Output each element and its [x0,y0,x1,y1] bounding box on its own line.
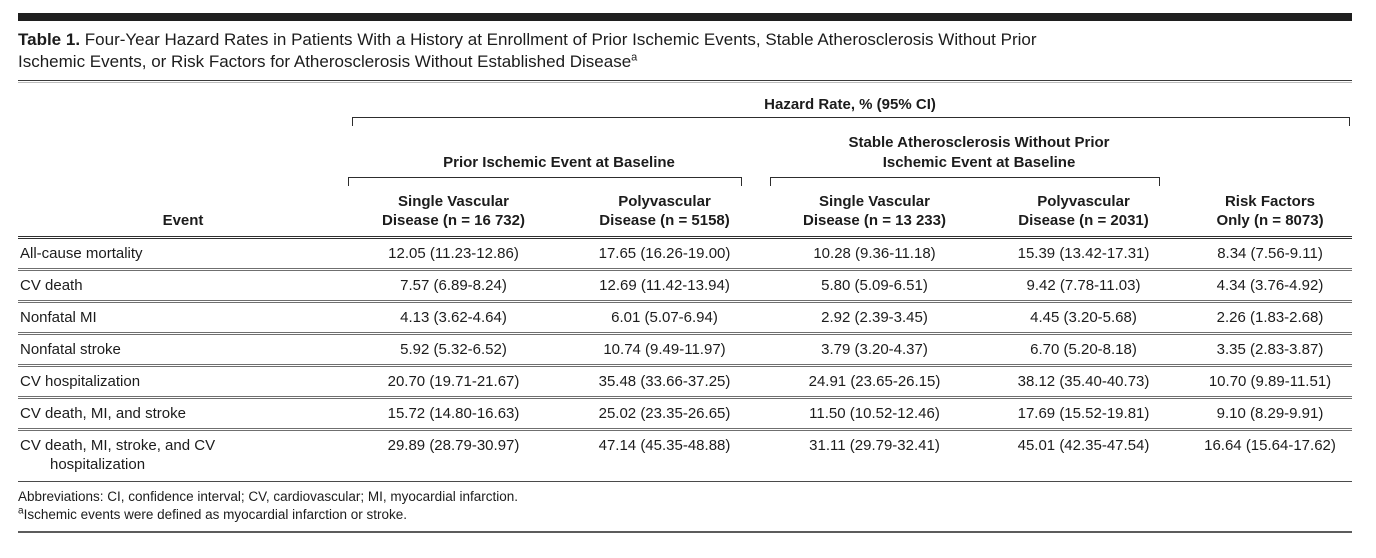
value-cell: 2.92 (2.39-3.45) [770,301,979,335]
value-cell: 29.89 (28.79-30.97) [348,429,559,482]
value-cell: 15.72 (14.80-16.63) [348,397,559,431]
hazard-rate-bracket-row [18,117,1352,128]
value-cell: 12.05 (11.23-12.86) [348,237,559,271]
table-title-superscript: a [631,51,638,64]
table-row: All-cause mortality 12.05 (11.23-12.86) … [18,237,1352,271]
hazard-rates-table: Hazard Rate, % (95% CI) Prior Ischemic E… [18,87,1352,482]
table-top-bar [18,13,1352,21]
value-cell: 3.35 (2.83-3.87) [1188,333,1352,367]
value-cell: 38.12 (35.40-40.73) [979,365,1188,399]
event-cell: All-cause mortality [18,237,348,271]
event-cell: CV death, MI, and stroke [18,397,348,431]
table-row: CV death, MI, stroke, and CV hospitaliza… [18,429,1352,482]
value-cell: 10.74 (9.49-11.97) [559,333,770,367]
column-header-polyvascular-stable: Polyvascular Disease (n = 2031) [979,188,1188,239]
value-cell: 12.69 (11.42-13.94) [559,269,770,303]
event-cell: CV death, MI, stroke, and CV hospitaliza… [18,429,348,482]
bracket-cell [770,177,1188,188]
hazard-rate-span-bracket [352,117,1350,126]
value-cell: 16.64 (15.64-17.62) [1188,429,1352,482]
table-header: Hazard Rate, % (95% CI) Prior Ischemic E… [18,87,1352,239]
empty-cell [18,128,348,177]
group-bracket-row [18,177,1352,188]
table-body: All-cause mortality 12.05 (11.23-12.86) … [18,237,1352,482]
value-cell: 3.79 (3.20-4.37) [770,333,979,367]
value-cell: 20.70 (19.71-21.67) [348,365,559,399]
table-title-text: Four-Year Hazard Rates in Patients With … [18,30,1037,71]
bottom-rule [18,531,1352,533]
value-cell: 4.13 (3.62-4.64) [348,301,559,335]
stable-atherosclerosis-span-bracket [770,177,1160,186]
column-header-event: Event [18,188,348,239]
footnote-a: aIschemic events were defined as myocard… [18,506,1352,524]
footnote-a-marker: a [18,505,24,517]
value-cell: 6.70 (5.20-8.18) [979,333,1188,367]
empty-cell [1188,128,1352,177]
value-cell: 9.10 (8.29-9.91) [1188,397,1352,431]
column-header-row: Event Single Vascular Disease (n = 16 73… [18,188,1352,239]
value-cell: 8.34 (7.56-9.11) [1188,237,1352,271]
value-cell: 4.34 (3.76-4.92) [1188,269,1352,303]
abbreviations-footnote: Abbreviations: CI, confidence interval; … [18,489,518,504]
event-cell: CV death [18,269,348,303]
footnotes: Abbreviations: CI, confidence interval; … [18,488,1352,524]
table-row: Nonfatal MI 4.13 (3.62-4.64) 6.01 (5.07-… [18,301,1352,335]
empty-cell [18,177,348,188]
value-cell: 45.01 (42.35-47.54) [979,429,1188,482]
group-header-stable-atherosclerosis: Stable Atherosclerosis Without Prior Isc… [848,134,1110,171]
event-cell: Nonfatal MI [18,301,348,335]
empty-cell [18,117,348,128]
group-header-prior-ischemic: Prior Ischemic Event at Baseline [443,154,675,171]
footnote-a-text: Ischemic events were defined as myocardi… [23,507,407,522]
value-cell: 9.42 (7.78-11.03) [979,269,1188,303]
column-header-single-vascular-prior: Single Vascular Disease (n = 16 732) [348,188,559,239]
table-number-label: Table 1. [18,30,81,49]
value-cell: 4.45 (3.20-5.68) [979,301,1188,335]
table-title: Table 1. Four-Year Hazard Rates in Patie… [18,29,1352,73]
value-cell: 25.02 (23.35-26.65) [559,397,770,431]
empty-cell [1188,177,1352,188]
bracket-cell [348,177,770,188]
value-cell: 5.80 (5.09-6.51) [770,269,979,303]
empty-cell [18,87,348,117]
table-row: CV death, MI, and stroke 15.72 (14.80-16… [18,397,1352,431]
column-header-single-vascular-stable: Single Vascular Disease (n = 13 233) [770,188,979,239]
prior-ischemic-span-bracket [348,177,742,186]
column-header-polyvascular-prior: Polyvascular Disease (n = 5158) [559,188,770,239]
table-row: CV death 7.57 (6.89-8.24) 12.69 (11.42-1… [18,269,1352,303]
value-cell: 17.69 (15.52-19.81) [979,397,1188,431]
column-header-risk-factors: Risk Factors Only (n = 8073) [1188,188,1352,239]
hazard-rate-spanner-label: Hazard Rate, % (95% CI) [764,96,936,113]
value-cell: 6.01 (5.07-6.94) [559,301,770,335]
value-cell: 10.70 (9.89-11.51) [1188,365,1352,399]
value-cell: 10.28 (9.36-11.18) [770,237,979,271]
table-row: Nonfatal stroke 5.92 (5.32-6.52) 10.74 (… [18,333,1352,367]
value-cell: 31.11 (29.79-32.41) [770,429,979,482]
table-row: CV hospitalization 20.70 (19.71-21.67) 3… [18,365,1352,399]
hazard-rate-spanner-row: Hazard Rate, % (95% CI) [18,87,1352,117]
value-cell: 47.14 (45.35-48.88) [559,429,770,482]
value-cell: 15.39 (13.42-17.31) [979,237,1188,271]
value-cell: 2.26 (1.83-2.68) [1188,301,1352,335]
event-cell: Nonfatal stroke [18,333,348,367]
value-cell: 7.57 (6.89-8.24) [348,269,559,303]
paper-table-figure: Table 1. Four-Year Hazard Rates in Patie… [18,13,1352,533]
value-cell: 35.48 (33.66-37.25) [559,365,770,399]
value-cell: 5.92 (5.32-6.52) [348,333,559,367]
event-cell: CV hospitalization [18,365,348,399]
value-cell: 11.50 (10.52-12.46) [770,397,979,431]
title-rule [18,80,1352,83]
bracket-cell [348,117,1352,128]
value-cell: 17.65 (16.26-19.00) [559,237,770,271]
value-cell: 24.91 (23.65-26.15) [770,365,979,399]
group-spanner-row: Prior Ischemic Event at Baseline Stable … [18,128,1352,177]
